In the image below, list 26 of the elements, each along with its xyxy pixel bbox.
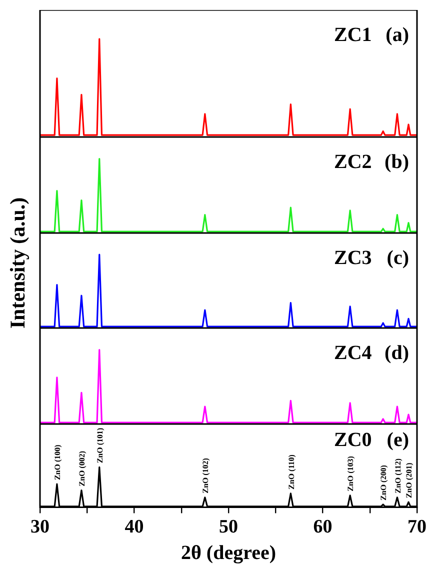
x-tick-label: 50 [219,516,238,538]
annotation: ZC1 [334,24,372,46]
y-axis-title: Intensity (a.u.) [6,197,30,329]
annotation: ZnO (103) [346,456,356,492]
annotation: ZnO (102) [201,458,210,494]
x-axis-title: 2θ (degree) [180,542,276,564]
annotation: ZnO (112) [393,458,402,494]
text: ZC0 [334,429,372,452]
x-tick-label: 40 [124,516,144,538]
annotation: ZnO (100) [53,444,62,480]
annotation: ZC4 [334,342,372,364]
annotation: ZnO (200) [379,464,388,500]
annotation: (a) [386,24,409,46]
annotation: (b) [384,151,409,174]
annotation: ZC3 [334,247,372,270]
x-tick-label: 30 [30,516,50,538]
annotation: ZnO (002) [78,450,87,486]
annotation: ZnO (201) [404,462,414,498]
x-tick-label: 60 [313,516,332,538]
annotation: ZC2 [334,151,372,174]
x-tick-label: 70 [408,516,426,538]
annotation: (c) [386,247,409,270]
annotation: ZnO (101) [95,428,104,464]
annotation: (d) [384,342,409,364]
annotation: ZnO (110) [286,454,296,490]
text: (e) [386,429,409,452]
